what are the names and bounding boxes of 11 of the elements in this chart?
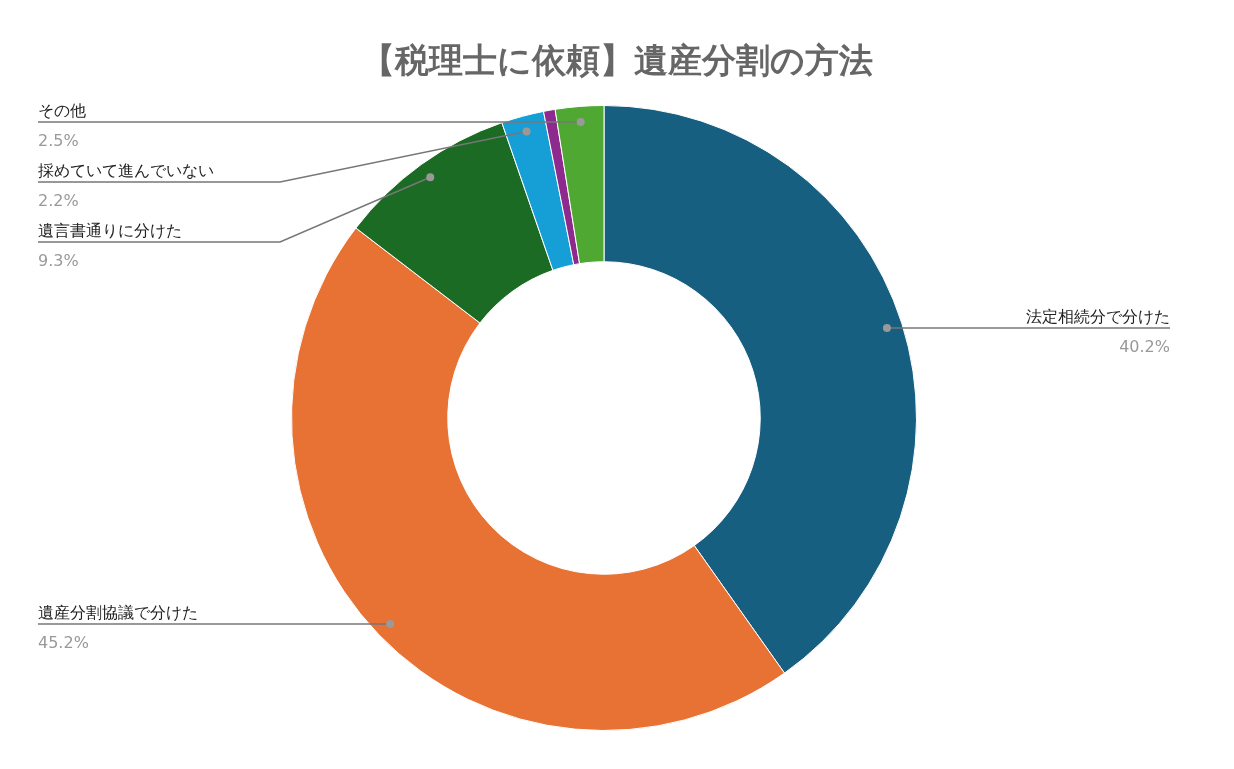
slice-label: 遺産分割協議で分けた (38, 602, 198, 622)
slice-label: 法定相続分で分けた (1026, 307, 1170, 327)
slice-label: 採めていて進んでいない (38, 161, 214, 181)
chart-title: 【税理士に依頼】遺産分割の方法 (360, 39, 874, 82)
data-label: 9.3% (38, 251, 79, 271)
slice-label: その他 (38, 101, 86, 121)
data-label: 2.5% (38, 131, 79, 151)
slice-label: 遺言書通りに分けた (38, 221, 182, 241)
data-label: 45.2% (38, 632, 89, 652)
data-label: 40.2% (1119, 337, 1170, 357)
data-label: 2.2% (38, 191, 79, 211)
